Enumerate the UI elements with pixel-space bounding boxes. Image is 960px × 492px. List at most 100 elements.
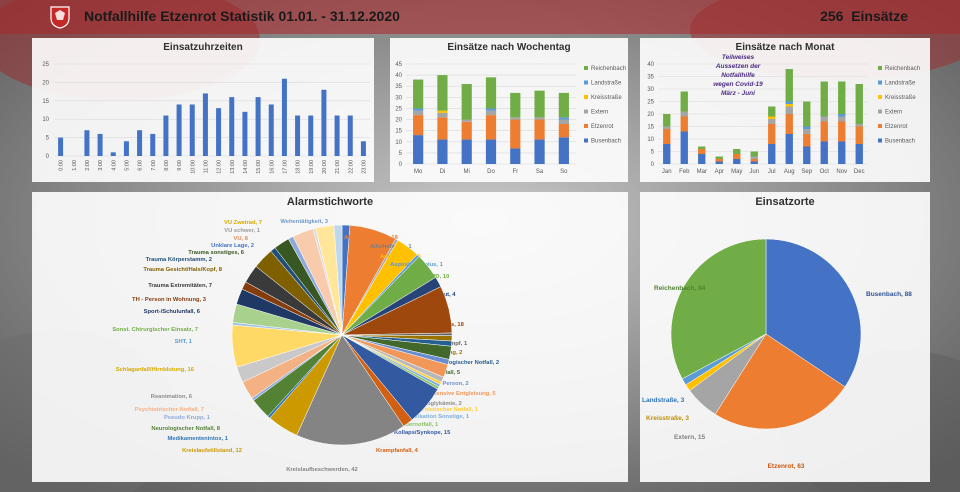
x-tick-label: Oct xyxy=(820,169,830,175)
y-tick-label: 10 xyxy=(647,137,654,143)
pie-slice xyxy=(670,238,767,380)
bar-segment xyxy=(437,112,448,118)
legend-swatch xyxy=(878,80,882,85)
page-title: Notfallhilfe Etzenrot Statistik 01.01. -… xyxy=(84,8,400,24)
legend-swatch xyxy=(584,80,588,85)
y-tick-label: 25 xyxy=(42,62,49,68)
bar-segment xyxy=(663,114,671,127)
y-tick-label: 15 xyxy=(647,125,654,131)
pie-label: Etzenrot, 63 xyxy=(768,463,805,470)
x-tick-label: 3:00 xyxy=(98,160,104,171)
pie-label: VU Zweirad, 7 xyxy=(224,220,262,226)
y-tick-label: 0 xyxy=(399,162,403,168)
legend-label: Etzenrot xyxy=(591,124,614,130)
bar xyxy=(176,104,182,156)
legend-swatch xyxy=(878,66,882,70)
pie-label: Extern, 15 xyxy=(674,434,705,441)
x-tick-label: 4:00 xyxy=(111,160,117,171)
bar-segment xyxy=(855,126,863,144)
bar-segment xyxy=(820,116,828,122)
pie-label: Krampfanfall, 4 xyxy=(376,448,419,454)
bar xyxy=(97,133,103,156)
pie-slice xyxy=(296,334,404,446)
pie-slice xyxy=(714,333,846,430)
bar-segment xyxy=(785,69,793,102)
annotation-text: Notfallhilfe xyxy=(721,72,755,79)
chart-title: Einsätze nach Monat xyxy=(735,42,835,53)
bar-segment xyxy=(785,106,793,114)
pie-label: Sport-/Schulunfall, 6 xyxy=(144,309,201,315)
pie-label: Kindernotfall, 1 xyxy=(396,422,439,428)
bar-segment xyxy=(768,124,776,144)
y-tick-label: 10 xyxy=(395,140,402,146)
x-tick-label: 11:00 xyxy=(203,160,209,173)
bar-segment xyxy=(803,134,811,147)
bar-segment xyxy=(820,121,828,142)
legend-swatch xyxy=(584,138,588,143)
bar-segment xyxy=(680,111,688,117)
chart-einsatzuhrzeiten: Einsatzuhrzeiten 0 5 10 15 20 25 0:00 1:00 2:00 3… xyxy=(32,38,374,182)
legend-swatch xyxy=(584,124,588,128)
y-tick-label: 15 xyxy=(42,99,49,105)
pie-label: Asthma/COPD, 10 xyxy=(400,274,449,280)
bar-segment xyxy=(413,115,424,136)
x-tick-label: Nov xyxy=(836,169,847,175)
pie-label: Busenbach, 88 xyxy=(866,291,912,298)
x-tick-label: 8:00 xyxy=(164,160,170,171)
bar-segment xyxy=(803,129,811,134)
legend-swatch xyxy=(878,124,882,128)
y-tick-label: 30 xyxy=(395,95,402,101)
x-tick-label: Fr xyxy=(512,169,518,175)
bar xyxy=(308,115,314,156)
total-count: 256 Einsätze xyxy=(820,8,908,24)
bar-segment xyxy=(461,139,472,164)
x-tick-label: 2:00 xyxy=(85,160,91,171)
x-tick-label: 23:00 xyxy=(361,160,367,174)
legend-label: Busenbach xyxy=(885,139,915,145)
pie-label: Intoxikation Sonstige, 1 xyxy=(404,414,470,420)
bar xyxy=(242,111,248,156)
x-tick-label: 12:00 xyxy=(217,160,223,174)
bar xyxy=(360,141,366,156)
bar-segment xyxy=(485,110,497,116)
pie-label: VU, 8 xyxy=(234,236,249,242)
bar-segment xyxy=(785,104,793,107)
bar-segment xyxy=(461,119,472,122)
bar-segment xyxy=(715,161,723,164)
legend-swatch xyxy=(878,138,882,143)
pie-label: Landstraße, 3 xyxy=(642,397,685,404)
x-tick-label: Di xyxy=(440,169,446,175)
bar-segment xyxy=(750,151,758,157)
bar xyxy=(58,137,64,156)
bar xyxy=(123,141,129,156)
x-tick-label: 1:00 xyxy=(72,160,78,171)
pie-slice xyxy=(333,224,343,336)
x-tick-label: 14:00 xyxy=(243,160,249,174)
x-tick-label: Apr xyxy=(715,169,724,175)
bar xyxy=(202,93,208,156)
chart-alarmstichworte: Alarmstichworte Abdomen, 3ACS/Herzinfark… xyxy=(32,192,628,482)
x-tick-label: 9:00 xyxy=(177,160,183,171)
bar-segment xyxy=(750,156,758,159)
y-tick-label: 25 xyxy=(395,106,402,112)
x-tick-label: Aug xyxy=(784,169,795,175)
bar-segment xyxy=(485,139,497,164)
pie-label: Unklare Lage, 2 xyxy=(211,243,254,249)
bar-segment xyxy=(838,81,846,114)
pie-label: Trauma Gesicht/Hals/Kopf, 8 xyxy=(143,267,222,273)
pie-label: ACS/Herzinfarkt, 18 xyxy=(344,235,399,241)
x-tick-label: 0:00 xyxy=(59,160,65,171)
chart-title: Einsatzuhrzeiten xyxy=(163,42,243,53)
legend-swatch xyxy=(584,109,588,114)
y-tick-label: 30 xyxy=(647,87,654,93)
annotation-text: Aussetzen der xyxy=(715,63,761,70)
pie-label: Reanimation, 6 xyxy=(151,394,193,400)
y-tick-label: 20 xyxy=(647,112,654,118)
pie-label: Neurologischer Notfall, 8 xyxy=(151,426,220,432)
bar xyxy=(110,152,116,156)
bar-segment xyxy=(785,134,793,164)
bar-segment xyxy=(733,149,741,154)
bar xyxy=(295,115,301,156)
bar-segment xyxy=(663,129,671,144)
legend-label: Landstraße xyxy=(885,81,916,87)
